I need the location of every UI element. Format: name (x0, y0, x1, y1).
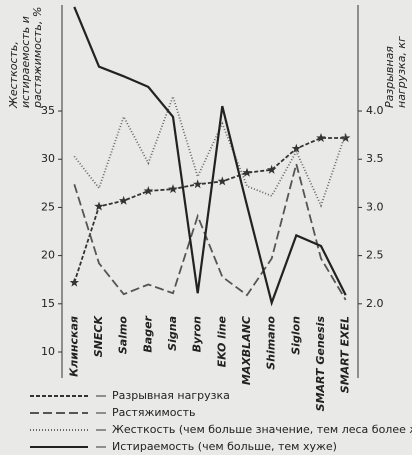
point-marker (118, 195, 129, 205)
point-marker (266, 164, 277, 174)
point-marker (291, 143, 302, 153)
y2-tick-label: 3.5 (366, 152, 384, 165)
x-tick-label: SMART Genesis (314, 316, 327, 412)
legend-label: Жесткость (чем больше значение, тем леса… (112, 423, 412, 436)
y-tick-label: 30 (41, 152, 55, 165)
series-line (73, 6, 347, 307)
point-marker (69, 277, 80, 287)
x-tick-label: SMART EXEL (339, 316, 352, 393)
y-tick-label: 10 (41, 345, 55, 358)
x-tick-label: Byron (191, 316, 204, 353)
series-line (73, 160, 347, 301)
point-marker (340, 133, 351, 143)
y-tick-label: 20 (41, 249, 55, 262)
x-tick-label: Signa (166, 316, 179, 351)
y2-tick-label: 4.0 (366, 104, 384, 117)
y2-tick-label: 2.5 (366, 249, 384, 262)
x-tick-label: EKO line (215, 315, 228, 367)
y-tick-label: 15 (41, 297, 55, 310)
series-line (73, 93, 347, 208)
point-marker (143, 186, 154, 196)
y-tick-label: 35 (41, 104, 55, 117)
y2-tick-label: 3.0 (366, 200, 384, 213)
x-tick-label: Shimano (265, 316, 278, 370)
point-marker (242, 167, 252, 177)
point-marker (217, 176, 228, 186)
point-marker (168, 184, 178, 194)
x-tick-label: Siglon (289, 316, 302, 355)
x-tick-label: MAXBLANC (240, 316, 253, 385)
x-tick-label: Salmo (117, 316, 130, 355)
legend-label: Разрывная нагрузка (112, 389, 230, 402)
series-line (73, 137, 346, 283)
legend-label: Истираемость (чем больше, тем хуже) (112, 440, 337, 453)
y2-tick-label: 2.0 (366, 297, 384, 310)
point-marker (192, 179, 203, 189)
legend-label: Растяжимость (112, 406, 195, 419)
y-tick-label: 25 (41, 200, 55, 213)
x-tick-label: Клинская (67, 316, 80, 377)
point-marker (94, 201, 104, 211)
x-tick-label: Bager (141, 315, 154, 352)
point-marker (316, 133, 326, 143)
x-tick-label: SNECK (92, 315, 105, 358)
